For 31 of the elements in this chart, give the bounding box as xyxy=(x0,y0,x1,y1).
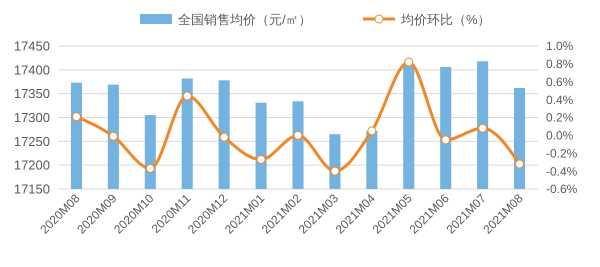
point xyxy=(182,92,192,101)
y2-tick-label: 1.0% xyxy=(546,39,574,54)
legend-label: 全国销售均价（元/㎡） xyxy=(178,12,312,27)
point xyxy=(72,112,81,122)
point xyxy=(294,130,302,140)
y2-tick-label: -0.2% xyxy=(546,146,578,160)
y-tick-label: 17150 xyxy=(14,182,50,197)
y2-tick-label: 0.0% xyxy=(546,128,574,143)
point xyxy=(146,164,155,173)
y-tick-label: 17300 xyxy=(14,110,50,126)
point xyxy=(256,155,266,164)
point xyxy=(478,124,488,133)
point xyxy=(220,132,229,142)
point xyxy=(515,159,524,168)
y2-tick-label: 0.8% xyxy=(546,57,574,72)
y-tick-label: 17200 xyxy=(14,158,50,173)
y-tick-label: 17450 xyxy=(14,38,50,54)
y2-tick-label: -0.6% xyxy=(546,182,578,196)
y-tick-label: 17350 xyxy=(14,86,50,102)
point xyxy=(367,126,376,136)
y2-tick-label: 0.2% xyxy=(546,110,574,125)
point xyxy=(330,166,340,176)
point xyxy=(404,58,414,67)
y-tick-label: 17400 xyxy=(14,62,50,78)
y-tick-label: 17250 xyxy=(14,134,50,149)
point xyxy=(441,135,450,144)
legend-label: 均价环比（%） xyxy=(400,12,491,27)
y2-tick-label: -0.4% xyxy=(546,164,578,178)
point xyxy=(108,132,118,141)
y2-tick-label: 0.6% xyxy=(546,74,574,89)
y2-tick-label: 0.4% xyxy=(546,92,574,107)
